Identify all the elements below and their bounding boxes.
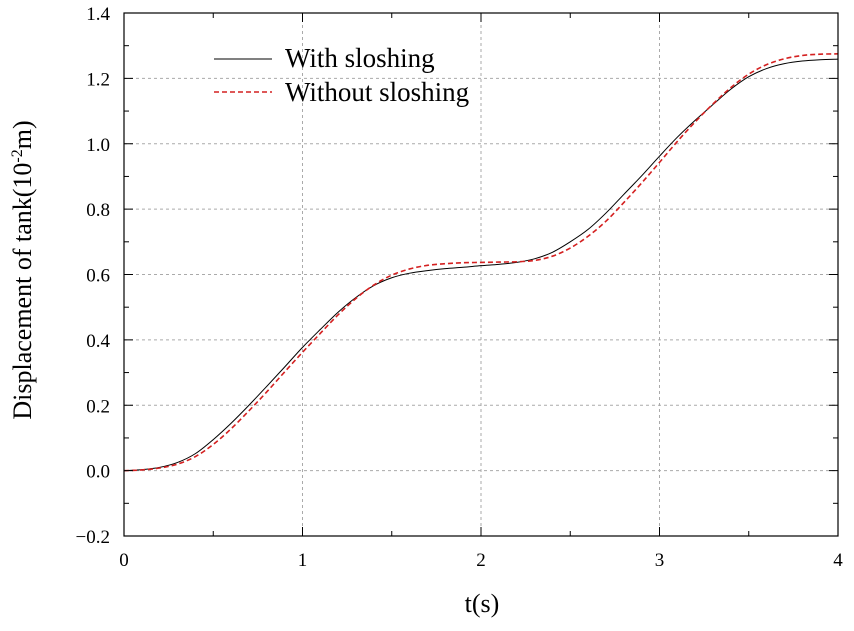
y-tick-label: 0.0 [86,462,110,483]
y-tick-label: 1.4 [86,4,110,25]
y-tick-label: 0.2 [86,396,110,417]
y-tick-label: 1.0 [86,135,110,156]
x-axis-title: t(s) [465,589,500,618]
x-tick-label: 3 [655,550,665,571]
legend: With sloshing Without sloshing [214,43,469,107]
series-layer [123,53,839,472]
y-axis-title-superscript: -2 [9,149,26,162]
ticks [123,12,839,537]
series-line-with-sloshing [123,58,839,472]
y-axis-title-suffix: m) [8,120,37,149]
series-line-without-sloshing [123,53,839,472]
x-tick-label: 1 [298,550,308,571]
x-tick-label: 0 [119,550,129,571]
tick-labels: 0 1 2 3 4 −0.2 0.0 0.2 0.4 0.6 0.8 1.0 1.2 1.4 [76,4,844,571]
y-tick-label: 1.2 [86,69,110,90]
legend-label-with-sloshing: With sloshing [285,43,435,73]
y-tick-label: 0.8 [86,200,110,221]
y-tick-label: 0.4 [86,331,110,352]
legend-label-without-sloshing: Without sloshing [285,77,469,107]
y-axis-title-prefix: Displacement of tank(10 [8,163,37,420]
y-axis-title: Displacement of tank(10-2m) [8,120,37,419]
x-tick-label: 2 [476,550,486,571]
y-tick-label: 0.6 [86,266,110,287]
x-tick-label: 4 [833,550,843,571]
grid [124,13,838,536]
y-tick-label: −0.2 [76,527,110,548]
